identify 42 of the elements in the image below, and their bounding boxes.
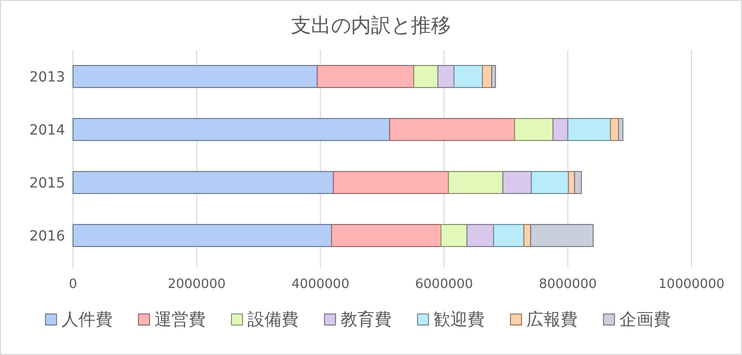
bar — [453, 65, 483, 88]
y-tick-label: 2014 — [29, 122, 66, 138]
chart-title: 支出の内訳と推移 — [291, 13, 451, 37]
bar — [316, 65, 414, 88]
legend-label: 人件費 — [62, 310, 112, 330]
bar — [530, 224, 594, 247]
bar — [331, 224, 442, 247]
bar — [72, 224, 332, 247]
legend-label: 運営費 — [154, 310, 206, 330]
bar — [332, 171, 449, 194]
bar — [552, 118, 568, 141]
legend-label: 設備費 — [248, 310, 298, 330]
bar — [618, 118, 624, 141]
x-tick-label: 4000000 — [291, 277, 350, 292]
bar — [530, 171, 569, 194]
x-tick-label: 8000000 — [538, 277, 597, 292]
bar — [514, 118, 554, 141]
bar — [72, 118, 390, 141]
bar — [389, 118, 516, 141]
bar — [440, 224, 468, 247]
bar — [413, 65, 438, 88]
bar — [437, 65, 454, 88]
x-tick-label: 2000000 — [168, 277, 226, 292]
bar — [448, 171, 504, 194]
legend-label: 企画費 — [620, 310, 670, 330]
y-tick-label: 2016 — [29, 228, 66, 244]
legend-label: 広報費 — [526, 310, 578, 330]
y-tick-label: 2015 — [29, 176, 65, 192]
bar — [567, 118, 611, 141]
bar — [491, 65, 496, 88]
bar — [72, 171, 334, 194]
bar — [72, 65, 318, 88]
bar — [466, 224, 494, 247]
legend-label: 教育費 — [340, 310, 392, 330]
x-tick-label: 10000000 — [658, 277, 725, 292]
bar — [574, 171, 582, 194]
x-tick-label: 6000000 — [415, 277, 474, 292]
x-tick-label: 0 — [68, 277, 78, 292]
legend-label: 歓迎費 — [434, 310, 484, 330]
y-tick-label: 2013 — [29, 70, 65, 86]
bar — [493, 224, 524, 247]
bar — [502, 171, 532, 194]
